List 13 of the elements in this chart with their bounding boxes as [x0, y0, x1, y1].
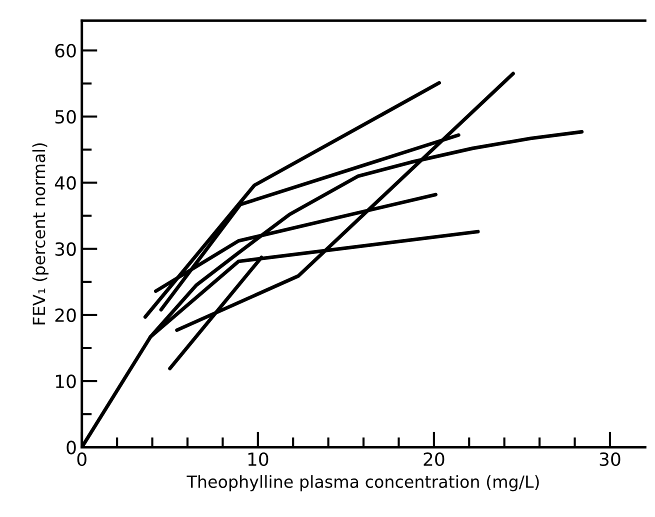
y-tick-label: 20: [55, 308, 76, 322]
y-tick-label: 50: [55, 110, 76, 124]
y-tick-label: 30: [55, 242, 76, 256]
y-tick-label: 40: [54, 176, 76, 190]
x-tick-label: 30: [600, 452, 620, 466]
y-tick-label: 60: [55, 44, 76, 58]
x-tick-label: 10: [248, 452, 268, 466]
x-axis-title: Theophylline plasma concentration (mg/L): [186, 475, 539, 492]
y-tick-label: 0: [66, 440, 76, 454]
x-tick-label: 0: [77, 452, 86, 466]
x-tick-label: 20: [424, 452, 444, 466]
y-tick-label: 10: [56, 374, 76, 388]
y-axis-title: FEV₁ (percent normal): [32, 143, 48, 324]
